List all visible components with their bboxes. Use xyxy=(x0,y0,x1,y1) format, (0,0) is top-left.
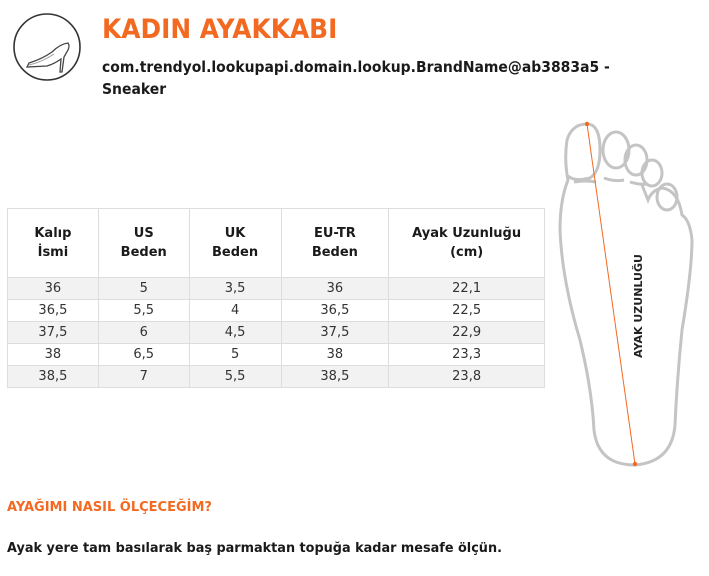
table-cell: 3,5 xyxy=(188,277,282,300)
header-line: EU-TR xyxy=(313,226,356,241)
table-cell: 6,5 xyxy=(97,343,190,366)
table-cell: 22,1 xyxy=(388,277,545,300)
foot-outline xyxy=(558,122,694,467)
table-cell: 5,5 xyxy=(188,365,282,388)
table-cell: 38 xyxy=(7,343,99,366)
header-line: Beden xyxy=(212,245,259,260)
table-cell: 4 xyxy=(188,299,282,322)
table-cell: 37,5 xyxy=(280,321,390,344)
header-line: Beden xyxy=(120,245,167,260)
column-header: Ayak Uzunluğu (cm) xyxy=(388,208,545,278)
table-cell: 36,5 xyxy=(280,299,390,322)
table-row: 38 6,5 5 38 23,3 xyxy=(7,343,545,366)
header-line: US xyxy=(133,226,154,241)
table-cell: 5,5 xyxy=(97,299,190,322)
header-line: Beden xyxy=(311,245,358,260)
page-title: KADIN AYAKKABI xyxy=(102,14,338,45)
table-cell: 22,9 xyxy=(388,321,545,344)
header-line: Ayak Uzunluğu xyxy=(412,226,522,241)
table-cell: 22,5 xyxy=(388,299,545,322)
column-header: Kalıp İsmi xyxy=(7,208,99,278)
table-cell: 36 xyxy=(7,277,99,300)
table-row: 38,5 7 5,5 38,5 23,8 xyxy=(7,365,545,388)
table-cell: 37,5 xyxy=(7,321,99,344)
table-cell: 4,5 xyxy=(188,321,282,344)
column-header: EU-TR Beden xyxy=(280,208,390,278)
header-line: Kalıp xyxy=(34,226,72,241)
high-heel-shoe-icon xyxy=(13,13,81,81)
header-line: UK xyxy=(224,226,246,241)
column-header: UK Beden xyxy=(188,208,282,278)
header-line: İsmi xyxy=(37,245,69,260)
table-cell: 23,3 xyxy=(388,343,545,366)
header-line: (cm) xyxy=(450,245,484,260)
table-cell: 5 xyxy=(188,343,282,366)
table-cell: 7 xyxy=(97,365,190,388)
table-cell: 38 xyxy=(280,343,390,366)
how-to-measure-heading: AYAĞIMI NASIL ÖLÇECEĞİM? xyxy=(7,500,212,515)
table-row: 36,5 5,5 4 36,5 22,5 xyxy=(7,299,545,322)
brand-subtitle: com.trendyol.lookupapi.domain.lookup.Bra… xyxy=(102,58,610,98)
table-row: 36 5 3,5 36 22,1 xyxy=(7,277,545,300)
table-cell: 36 xyxy=(280,277,390,300)
size-table: Kalıp İsmi US Beden UK Beden EU-TR Beden Ayak Uz… xyxy=(7,208,545,388)
table-cell: 5 xyxy=(97,277,190,300)
column-header: US Beden xyxy=(97,208,190,278)
how-to-measure-text: Ayak yere tam basılarak baş parmaktan to… xyxy=(7,540,502,556)
table-cell: 38,5 xyxy=(7,365,99,388)
foot-length-label: AYAK UZUNLUĞU xyxy=(632,254,645,358)
table-row: 37,5 6 4,5 37,5 22,9 xyxy=(7,321,545,344)
foot-length-diagram: AYAK UZUNLUĞU xyxy=(558,121,694,467)
table-cell: 23,8 xyxy=(388,365,545,388)
table-cell: 6 xyxy=(97,321,190,344)
table-cell: 38,5 xyxy=(280,365,390,388)
table-cell: 36,5 xyxy=(7,299,99,322)
